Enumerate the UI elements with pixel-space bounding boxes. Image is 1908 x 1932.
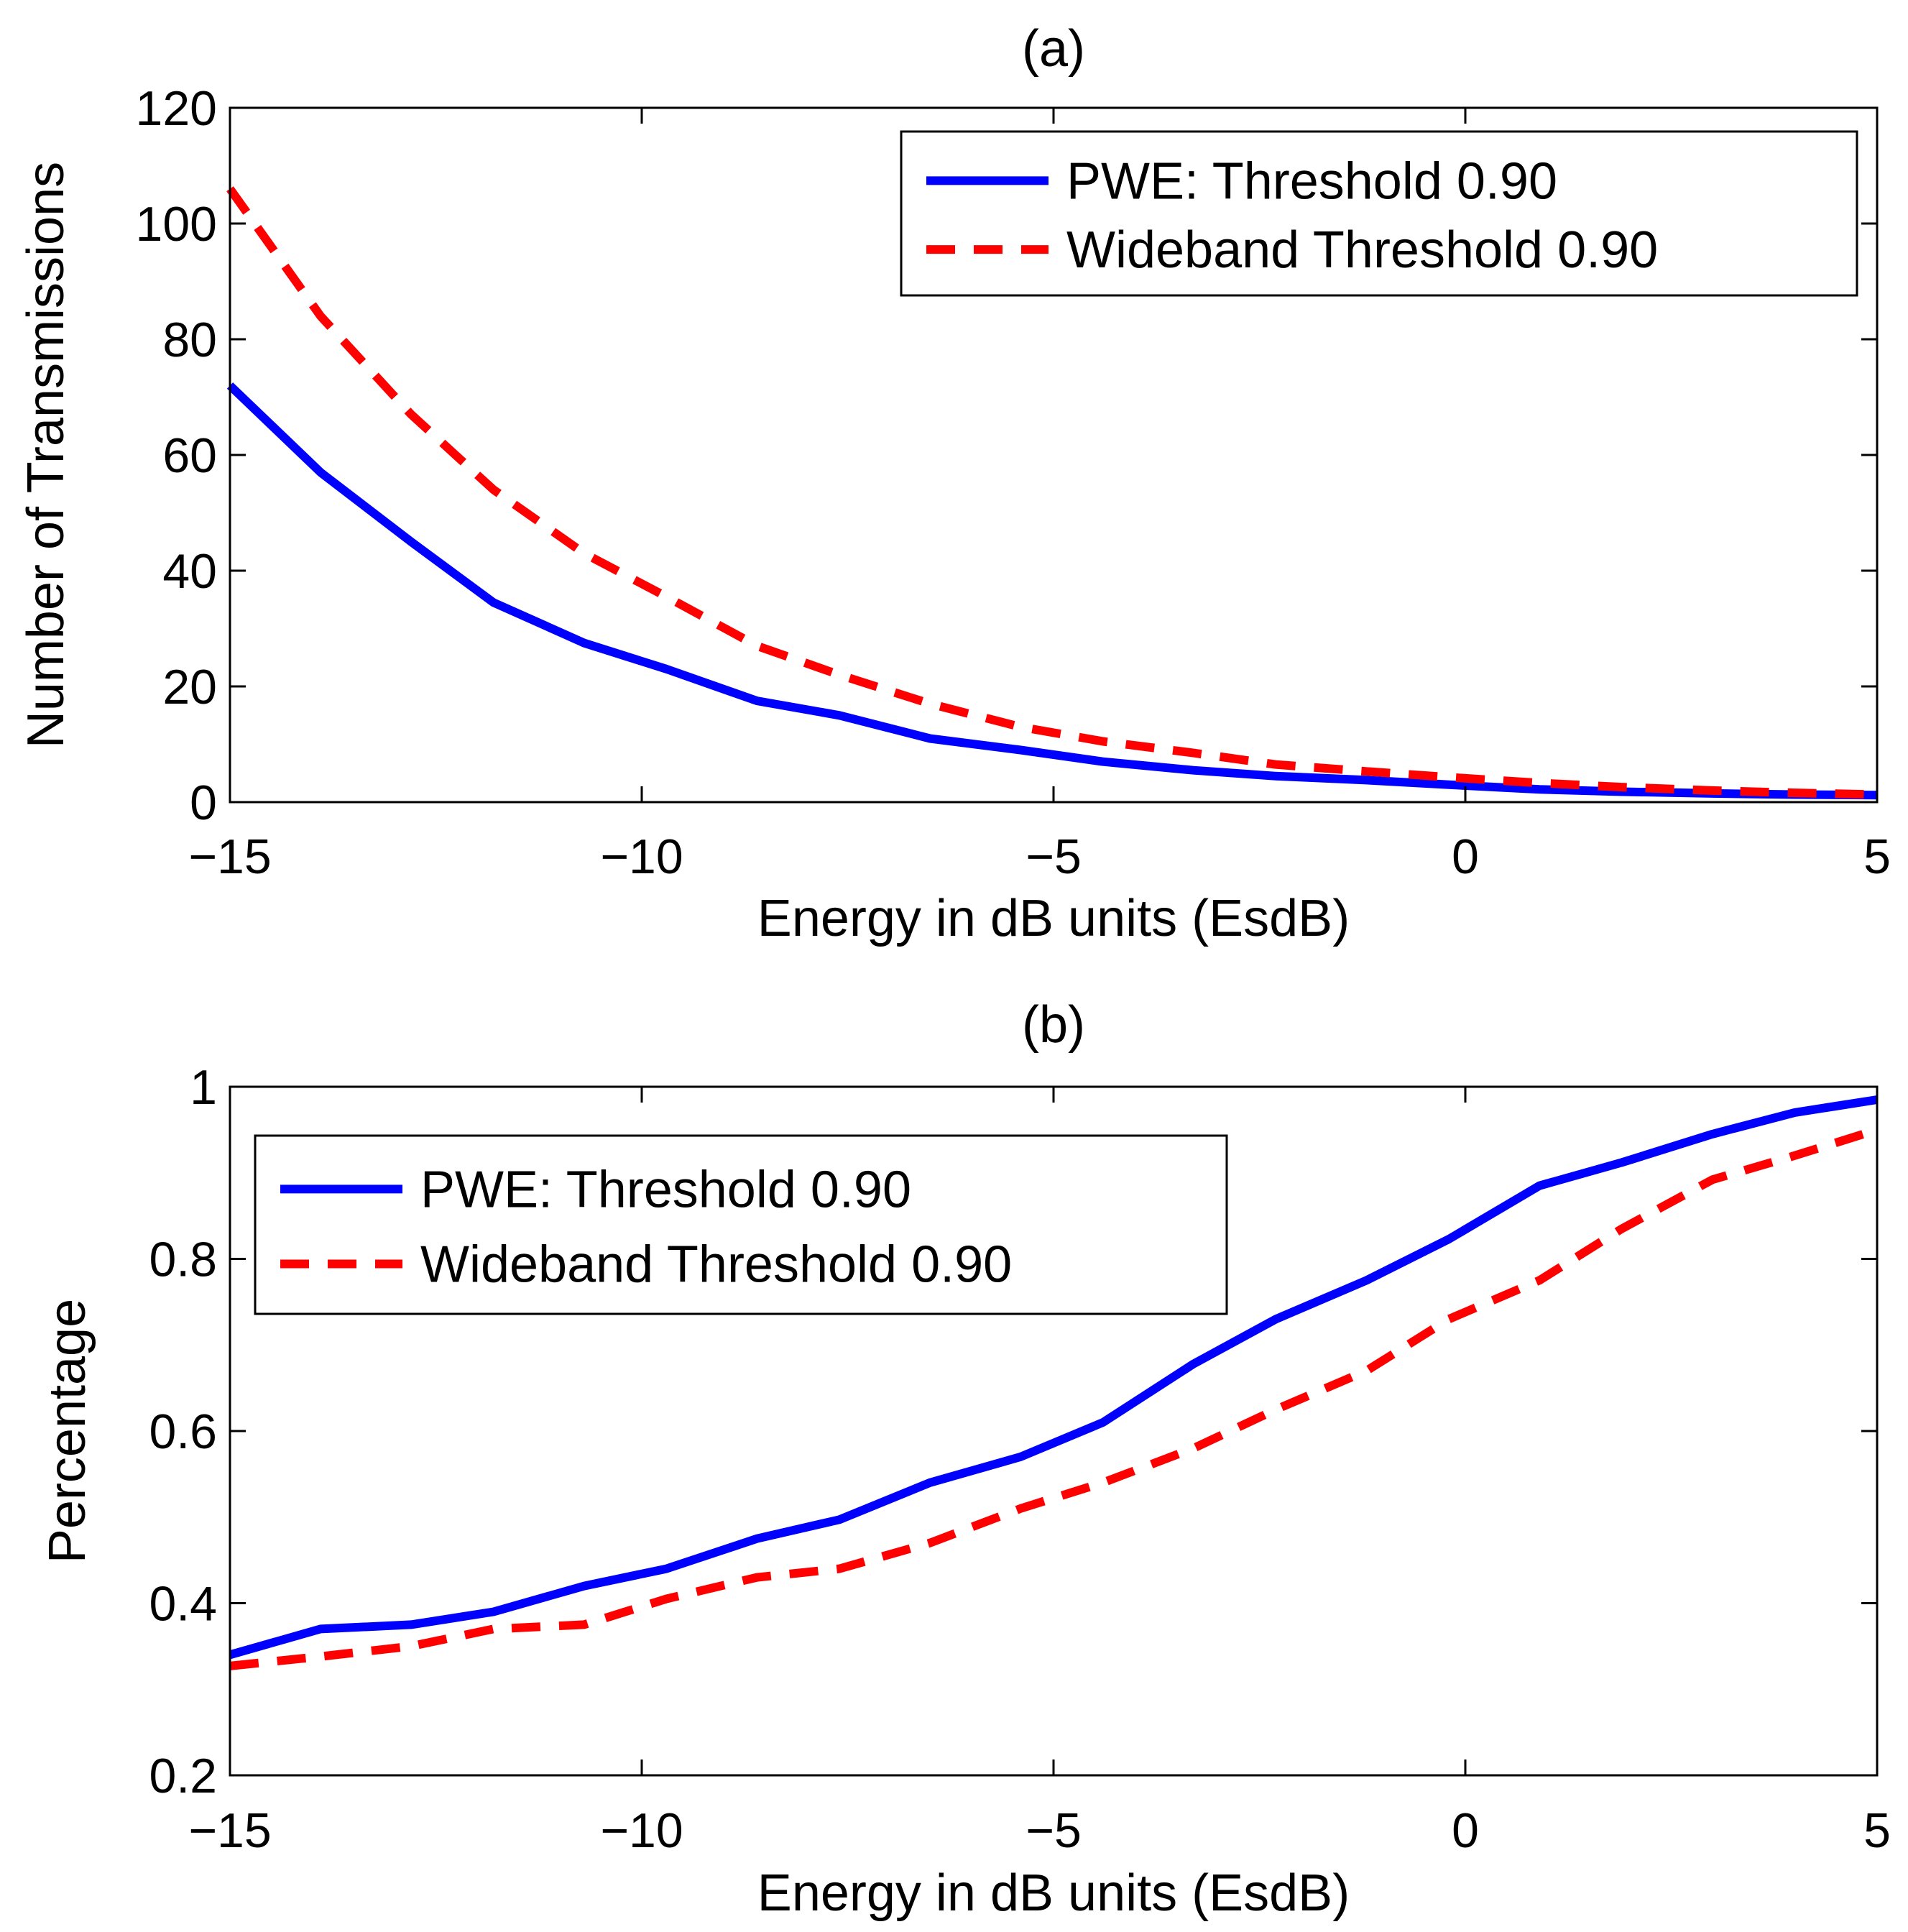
y-tick-label: 20 — [162, 660, 217, 714]
x-tick-label: −5 — [1026, 1803, 1082, 1858]
y-axis-label: Percentage — [39, 1299, 96, 1563]
legend-label-wideband: Wideband Threshold 0.90 — [1066, 221, 1658, 279]
x-tick-label: −10 — [600, 829, 683, 884]
series-line-wideband — [226, 186, 1878, 799]
legend-label-pwe: PWE: Threshold 0.90 — [420, 1161, 911, 1218]
y-tick-label: 60 — [162, 428, 217, 483]
legend: PWE: Threshold 0.90 Wideband Threshold 0.… — [900, 130, 1858, 297]
x-tick-label: 0 — [1452, 829, 1479, 884]
legend: PWE: Threshold 0.90 Wideband Threshold 0.… — [254, 1134, 1228, 1315]
y-tick-label: 0.4 — [149, 1577, 217, 1632]
chart-title: (b) — [1022, 996, 1085, 1054]
legend-box — [900, 130, 1858, 297]
legend-label-wideband: Wideband Threshold 0.90 — [420, 1236, 1012, 1294]
chart-b: (b) −15 −10 −5 0 5 0.2 0.4 0.6 0.8 1 Energy in dB u… — [39, 996, 1891, 1922]
x-tick-label: −10 — [600, 1803, 683, 1858]
x-tick-label: 0 — [1452, 1803, 1479, 1858]
x-tick-label: 5 — [1863, 829, 1891, 884]
y-tick-label: 0.2 — [149, 1749, 217, 1803]
x-axis-label: Energy in dB units (EsdB) — [757, 1864, 1350, 1922]
y-tick-label: 40 — [162, 544, 217, 599]
chart-title: (a) — [1022, 20, 1085, 78]
x-tick-label: −15 — [188, 829, 271, 884]
y-tick-label: 120 — [136, 81, 217, 136]
series-line-pwe — [229, 1095, 1878, 1660]
legend-box — [254, 1134, 1228, 1315]
chart-a: (a) −15 −10 −5 0 5 0 20 40 60 80 100 120 Energy in dB… — [17, 20, 1891, 947]
legend-label-pwe: PWE: Threshold 0.90 — [1066, 152, 1557, 210]
y-tick-label: 0.6 — [149, 1404, 217, 1459]
y-tick-label: 1 — [190, 1060, 217, 1115]
y-tick-label: 80 — [162, 313, 217, 367]
y-axis-label: Number of Transmissions — [17, 162, 75, 748]
y-tick-label: 100 — [136, 197, 217, 252]
x-tick-label: 5 — [1863, 1803, 1891, 1858]
x-axis-label: Energy in dB units (EsdB) — [757, 890, 1350, 947]
x-tick-label: −5 — [1026, 829, 1082, 884]
x-tick-label: −15 — [188, 1803, 271, 1858]
y-tick-label: 0 — [190, 776, 217, 830]
series-line-pwe — [226, 382, 1878, 800]
y-tick-label: 0.8 — [149, 1233, 217, 1287]
